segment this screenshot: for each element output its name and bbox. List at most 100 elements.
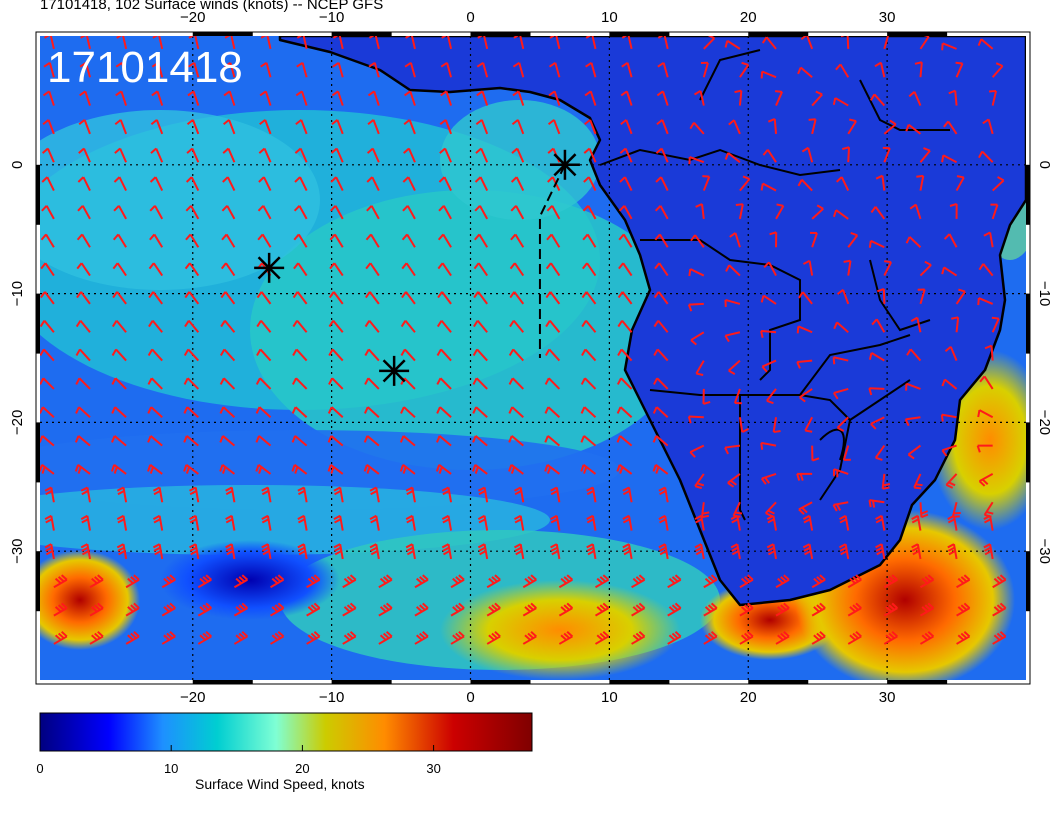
wind-barb [550,514,561,531]
wind-barb [333,486,344,503]
wind-barb [522,602,537,617]
wind-barb [292,348,308,362]
wind-barb [222,147,236,163]
wind-barb [366,205,380,220]
lon-tick-label: −20 [180,689,205,706]
wind-barb [738,417,749,433]
wind-barb [619,147,633,163]
wind-barb [797,179,813,192]
wind-barb [631,602,646,617]
wind-barb [436,435,452,447]
wind-barb [296,61,308,78]
wind-barb [293,262,308,277]
wind-barb [919,631,935,645]
wind-barb [438,205,452,220]
wind-barb [293,233,308,248]
lon-tick-label: 30 [879,9,896,26]
wind-barb [509,320,525,333]
wind-barb [808,118,817,135]
wind-barb [369,543,380,560]
wind-barb [75,377,91,390]
wind-barb [257,205,272,220]
wind-barb [775,602,790,617]
wind-barb [948,89,958,106]
wind-barb [810,231,818,248]
wind-barb [883,631,899,645]
wind-barb [919,574,935,589]
wind-barb [405,36,416,50]
wind-barb [80,36,91,50]
wind-barb [730,543,741,560]
wind-barb [544,377,561,390]
wind-barb [261,514,272,531]
wind-barb [581,291,597,305]
wind-barb [472,435,488,447]
wind-barb [617,348,633,362]
wind-barb [911,514,922,531]
wind-barb [327,406,344,418]
wind-barb [881,473,891,490]
wind-barb [79,61,91,78]
wind-barb [328,348,344,362]
wind-barb [112,233,127,248]
wind-barb [332,36,344,50]
wind-barb [983,514,994,531]
wind-barb [703,602,718,617]
wind-barb [184,320,200,333]
wind-barb [197,574,212,589]
wind-barb [473,262,488,277]
wind-barb [80,486,91,503]
axis-bar [36,551,40,612]
wind-barb [702,175,711,191]
wind-barb [622,514,633,531]
wind-barb [694,473,705,490]
lon-tick-label: 10 [601,689,618,706]
wind-barb [378,574,393,589]
wind-barb [508,435,524,447]
wind-barb [89,631,104,645]
wind-barb [187,61,200,78]
wind-barb [185,233,200,248]
wind-barb [796,325,813,334]
wind-barb [761,36,777,50]
wind-barb [874,445,886,461]
wind-barb [775,90,783,106]
wind-barb [796,472,813,481]
wind-barb [330,147,344,163]
wind-barb [956,602,971,617]
wind-barb [77,205,91,220]
wind-barb [512,61,525,78]
wind-barb [919,36,930,50]
wind-barb [378,631,393,645]
wind-barb [40,320,55,333]
wind-barb [761,359,777,373]
wind-barb [450,631,465,645]
wind-barb [186,147,200,163]
wind-barb [941,266,958,277]
wind-barb [474,176,489,192]
wind-barb [270,574,285,589]
wind-barb [147,348,163,362]
axis-bar [609,680,670,684]
wind-barb [594,574,610,589]
wind-barb [366,176,380,192]
wind-barb [991,62,1004,78]
wind-barb [365,233,380,248]
wind-barb [729,232,741,248]
wind-barb [687,302,704,312]
wind-barb [183,348,200,362]
wind-barb [802,259,814,276]
wind-barb [475,147,489,163]
wind-barb [907,444,922,460]
wind-barb [152,36,164,50]
wind-barb [476,90,489,106]
wind-barb [183,406,199,418]
wind-barb [219,377,236,390]
wind-barb [724,331,741,343]
wind-barb [77,176,91,192]
colorbar-tick-label: 10 [163,761,179,776]
wind-barb [148,262,164,277]
wind-barb [328,377,344,390]
wind-barb [916,174,925,191]
wind-barb [618,233,633,248]
